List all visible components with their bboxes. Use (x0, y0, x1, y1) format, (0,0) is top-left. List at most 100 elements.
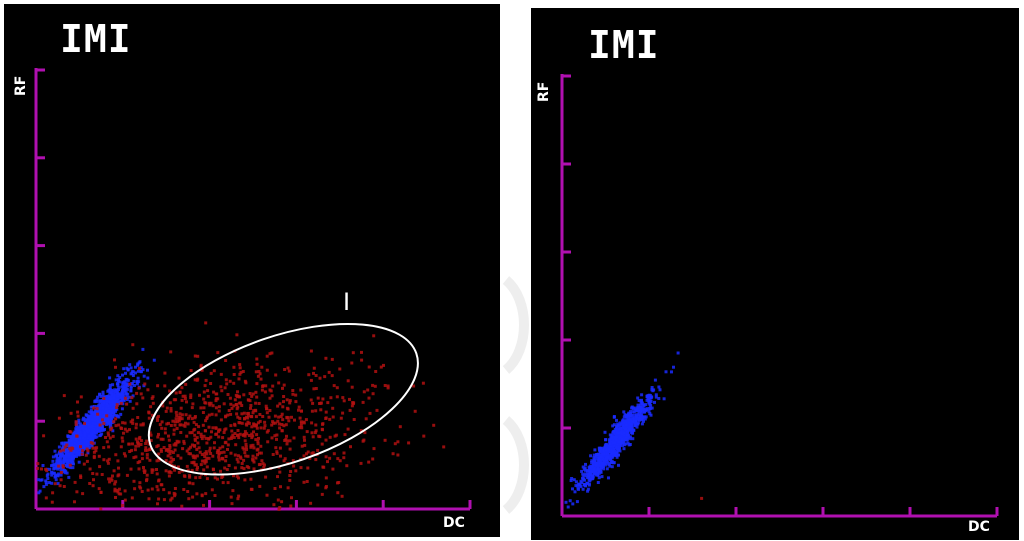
scatter-point (93, 420, 96, 424)
scatter-point (235, 333, 239, 337)
scatter-point (76, 414, 80, 418)
scatter-point (244, 445, 248, 449)
scatter-point (338, 459, 342, 463)
scatter-point (624, 435, 628, 439)
scatter-point (302, 454, 306, 458)
scatter-point (97, 454, 101, 458)
scatter-point (615, 455, 619, 459)
scatter-point (135, 380, 139, 383)
scatter-point (169, 498, 173, 502)
scatter-point (114, 453, 118, 457)
scatter-point (260, 365, 264, 369)
scatter-point (108, 480, 112, 484)
scatter-point (351, 402, 355, 406)
scatter-point (255, 433, 259, 437)
scatter-point (616, 447, 620, 451)
scatter-point (605, 452, 609, 456)
scatter-point (210, 412, 214, 416)
scatter-point (135, 402, 139, 406)
scatter-point (234, 443, 238, 447)
scatter-point (79, 439, 83, 443)
scatter-point (63, 471, 67, 475)
scatter-point (620, 430, 624, 434)
scatter-point (97, 487, 101, 491)
scatter-point (130, 396, 134, 400)
scatter-point (590, 461, 594, 464)
scatter-point (586, 489, 590, 493)
scatter-point (80, 426, 83, 430)
scatter-point (271, 384, 275, 388)
scatter-point (611, 424, 615, 428)
scatter-point (79, 448, 82, 452)
scatter-point (569, 479, 573, 482)
scatter-point (650, 386, 654, 389)
scatter-point (180, 386, 184, 390)
scatter-point (647, 409, 651, 413)
scatter-point (141, 347, 145, 351)
scatter-point (124, 371, 127, 375)
scatter-point (161, 437, 165, 441)
scatter-point (88, 415, 92, 418)
scatter-point (101, 418, 104, 422)
scatter-point (604, 463, 608, 467)
scatter-point (99, 507, 103, 511)
scatter-point (597, 476, 601, 480)
scatter-point (282, 400, 285, 404)
scatter-point (236, 433, 240, 437)
scatter-point (218, 446, 222, 450)
scatter-point (51, 463, 55, 467)
scatter-point (258, 484, 262, 488)
scatter-point (111, 434, 115, 438)
scatter-point (645, 395, 649, 398)
scatter-point (167, 448, 171, 452)
scatter-point (375, 408, 379, 412)
scatter-point (348, 408, 352, 412)
scatter-point (636, 414, 640, 418)
scatter-point (162, 488, 166, 492)
scatter-point (173, 487, 177, 490)
scatter-plot-right (560, 74, 999, 518)
scatter-point (188, 414, 192, 418)
scatter-point (113, 394, 117, 398)
scatter-point (291, 392, 295, 396)
scatter-point (217, 458, 221, 462)
scatter-point (649, 413, 653, 417)
scatter-point (140, 457, 144, 461)
scatter-point (328, 435, 332, 439)
scatter-point (228, 396, 232, 400)
scatter-point (119, 412, 123, 416)
scatter-point (61, 441, 65, 445)
scatter-point (173, 492, 177, 496)
scatter-point (639, 407, 643, 411)
scatter-point (227, 464, 231, 467)
scatter-point (167, 474, 171, 478)
scatter-point (251, 443, 255, 447)
scatter-point (616, 422, 620, 426)
scatter-point (627, 413, 630, 417)
scatter-point (94, 429, 97, 432)
scatter-point (125, 366, 129, 370)
scatter-point (575, 500, 579, 504)
scatter-point (79, 433, 83, 437)
scatter-point (102, 407, 106, 411)
scatter-point (637, 399, 641, 402)
scatter-point (44, 482, 48, 486)
gate-ellipse (147, 322, 419, 476)
scatter-point (368, 411, 372, 415)
scatter-point (68, 447, 72, 451)
scatter-point (167, 438, 171, 442)
scatter-point (367, 396, 371, 400)
scatter-point (156, 384, 160, 388)
scatter-point (233, 432, 237, 435)
scatter-point (105, 400, 109, 404)
scatter-point (78, 436, 81, 440)
scatter-point (156, 502, 159, 506)
scatter-point (232, 373, 236, 376)
scatter-point (247, 434, 251, 437)
scatter-point (121, 384, 125, 388)
scatter-point (238, 363, 242, 367)
scatter-point (109, 413, 113, 417)
scatter-point (95, 472, 99, 476)
scatter-point (41, 464, 45, 467)
scatter-point (164, 459, 168, 462)
